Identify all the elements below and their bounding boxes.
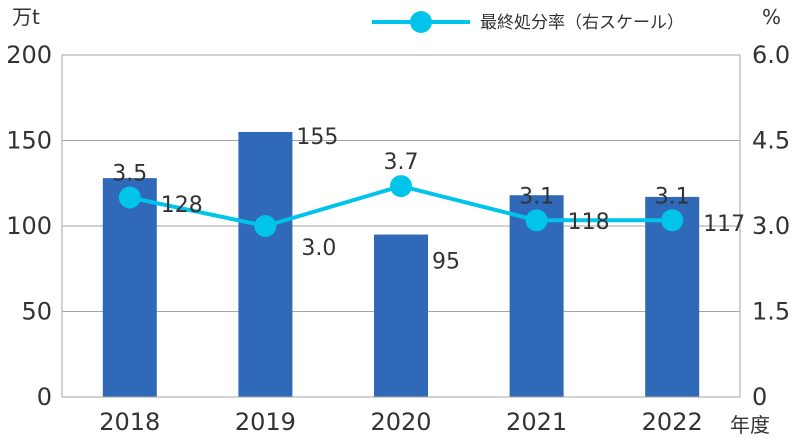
x-tick-label: 2020 <box>370 408 431 436</box>
line-value-label: 3.0 <box>301 236 336 261</box>
y-right-tick-label: 6.0 <box>752 41 790 69</box>
legend-marker-swatch <box>410 11 432 33</box>
x-tick-label: 2019 <box>235 408 296 436</box>
y-left-tick-label: 100 <box>6 212 52 240</box>
line-point <box>661 209 684 232</box>
line-point <box>118 186 141 209</box>
line-value-label: 3.1 <box>519 184 554 209</box>
bar-value-label: 128 <box>161 193 203 218</box>
x-tick-label: 2022 <box>642 408 703 436</box>
y-right-tick-label: 4.5 <box>752 127 790 155</box>
right-axis-unit: % <box>762 5 781 29</box>
bar <box>374 234 428 397</box>
x-tick-label: 2018 <box>99 408 160 436</box>
bar-value-label: 155 <box>296 125 338 150</box>
line-point <box>390 175 412 198</box>
bar <box>102 178 157 397</box>
legend: 最終処分率（右スケール） <box>372 11 684 33</box>
y-left-tick-label: 0 <box>37 383 52 411</box>
y-left-tick-label: 50 <box>21 298 52 326</box>
line-point <box>254 215 277 237</box>
x-tick-label: 2021 <box>506 408 567 436</box>
line-value-label: 3.7 <box>384 150 419 175</box>
y-left-tick-label: 150 <box>6 127 52 155</box>
bar-value-label: 95 <box>432 250 460 275</box>
y-right-tick-label: 0 <box>752 383 767 411</box>
y-left-tick-label: 200 <box>6 41 52 69</box>
legend-label: 最終処分率（右スケール） <box>480 13 684 33</box>
line-value-label: 3.5 <box>112 162 147 187</box>
line-value-label: 3.1 <box>655 184 690 209</box>
bar-value-label: 118 <box>568 210 610 235</box>
plot-area-border <box>61 54 741 398</box>
bar <box>238 131 293 397</box>
line-point <box>525 209 548 232</box>
y-right-tick-label: 1.5 <box>752 298 790 326</box>
y-right-tick-label: 3.0 <box>752 212 790 240</box>
left-axis-unit: 万t <box>12 5 40 29</box>
bar-value-label: 117 <box>703 212 745 237</box>
x-axis-label: 年度 <box>730 413 770 437</box>
